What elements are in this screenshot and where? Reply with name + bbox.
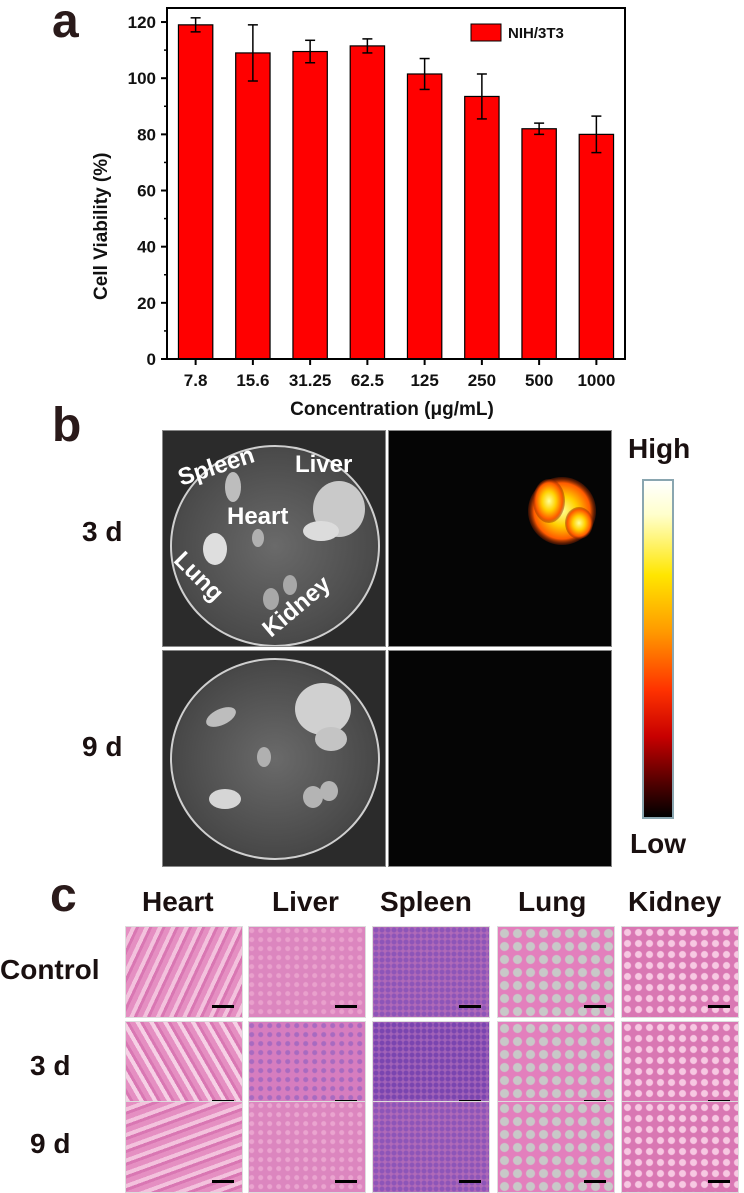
x-axis-title: Concentration (μg/mL) xyxy=(290,399,494,420)
y-tick-label: 0 xyxy=(147,350,156,369)
colorbar xyxy=(642,479,674,819)
histology-spleen-9d xyxy=(372,1101,490,1193)
histology-liver-control xyxy=(248,926,366,1018)
fluorescence-9d xyxy=(388,650,612,867)
histology-lung-control xyxy=(497,926,615,1018)
col-header-lung: Lung xyxy=(518,886,587,917)
y-tick-label: 20 xyxy=(137,294,156,313)
bar xyxy=(464,95,500,360)
organ-photo-3d-drawing xyxy=(170,445,380,646)
bar xyxy=(235,52,271,360)
fluorescence-3d xyxy=(388,430,612,647)
legend-swatch xyxy=(470,23,502,42)
histology-lung-3d xyxy=(497,1021,615,1113)
scale-bar xyxy=(708,1180,730,1183)
col-header-heart: Heart xyxy=(142,886,214,917)
bar xyxy=(521,128,557,360)
y-tick-label: 40 xyxy=(137,238,156,257)
bar xyxy=(578,133,615,360)
scale-bar xyxy=(459,1005,481,1008)
organ-label-liver: Liver xyxy=(295,451,353,478)
histology-heart-control xyxy=(125,926,243,1018)
legend-label: NIH/3T3 xyxy=(508,25,564,42)
x-tick-label: 7.8 xyxy=(184,371,208,390)
y-tick-label: 100 xyxy=(128,69,156,88)
organ-photo-9d xyxy=(162,650,386,867)
fluorescence-3d-drawing xyxy=(528,477,596,545)
row-label-3d: 3 d xyxy=(82,516,123,547)
row-label-control: Control xyxy=(0,954,100,985)
x-tick-label: 62.5 xyxy=(351,371,384,390)
bar xyxy=(177,24,214,360)
scale-bar xyxy=(584,1005,606,1008)
x-tick-label: 15.6 xyxy=(236,371,269,390)
scale-bar xyxy=(212,1180,234,1183)
histology-kidney-control xyxy=(621,926,739,1018)
bar xyxy=(406,73,443,360)
row-label-c-3d: 3 d xyxy=(30,1050,71,1081)
x-tick-label: 125 xyxy=(410,371,438,390)
histology-lung-9d xyxy=(497,1101,615,1193)
histology-liver-9d xyxy=(248,1101,366,1193)
col-header-spleen: Spleen xyxy=(380,886,472,917)
bar xyxy=(292,50,328,360)
row-label-c-9d: 9 d xyxy=(30,1128,71,1159)
histology-kidney-9d xyxy=(621,1101,739,1193)
y-tick-label: 120 xyxy=(128,13,156,32)
histology-kidney-3d xyxy=(621,1021,739,1113)
scale-bar xyxy=(212,1005,234,1008)
plot-frame xyxy=(166,7,626,360)
histology-heart-3d xyxy=(125,1021,243,1113)
x-tick-label: 1000 xyxy=(577,371,615,390)
histology-spleen-control xyxy=(372,926,490,1018)
scale-bar xyxy=(335,1005,357,1008)
x-tick-label: 250 xyxy=(468,371,496,390)
panel-b-label: b xyxy=(52,399,82,452)
panel-a-label: a xyxy=(52,0,79,48)
organ-label-heart: Heart xyxy=(227,503,289,530)
histology-liver-3d xyxy=(248,1021,366,1113)
histology-heart-9d xyxy=(125,1101,243,1193)
row-label-9d: 9 d xyxy=(82,731,123,762)
y-tick-label: 60 xyxy=(137,182,156,201)
scale-bar xyxy=(584,1180,606,1183)
scale-bar xyxy=(335,1180,357,1183)
y-axis-title: Cell Viability (%) xyxy=(91,153,112,300)
panel-c-label: c xyxy=(50,869,77,922)
scale-bar xyxy=(708,1005,730,1008)
bar-chart: 0 20 40 60 80 100 120 7.8 15.6 31.25 62.5 125 250 500… xyxy=(91,7,626,420)
bar xyxy=(349,45,386,360)
col-header-liver: Liver xyxy=(272,886,339,917)
x-tick-label: 31.25 xyxy=(289,371,332,390)
colorbar-high-label: High xyxy=(628,433,691,464)
histology-spleen-3d xyxy=(372,1021,490,1113)
col-header-kidney: Kidney xyxy=(628,886,722,917)
organ-photo-3d: Spleen Liver Heart Lung Kidney xyxy=(162,430,386,647)
scale-bar xyxy=(459,1180,481,1183)
y-tick-label: 80 xyxy=(137,125,156,144)
organ-photo-9d-drawing xyxy=(170,658,380,860)
colorbar-low-label: Low xyxy=(630,828,686,859)
x-tick-label: 500 xyxy=(525,371,553,390)
